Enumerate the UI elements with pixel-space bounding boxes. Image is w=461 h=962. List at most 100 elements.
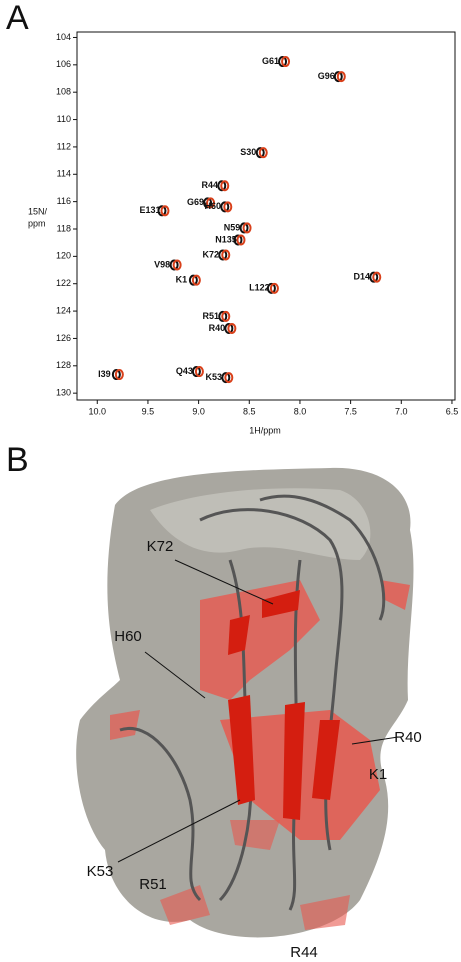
panel-label: A xyxy=(6,0,29,37)
x-tick-label: 9.5 xyxy=(142,406,155,416)
peak xyxy=(255,147,265,159)
residue-label: R51 xyxy=(139,876,167,893)
y-tick-label: 112 xyxy=(57,141,71,151)
residue-label: R44 xyxy=(290,944,318,961)
x-tick-label: 8.5 xyxy=(243,406,256,416)
peak xyxy=(242,222,252,234)
y-axis-label: ppm xyxy=(28,218,46,228)
peak-label: R40 xyxy=(209,323,226,333)
peak xyxy=(227,322,237,334)
residue-label: K1 xyxy=(369,766,387,783)
peak-label: S30 xyxy=(240,147,256,157)
peak xyxy=(369,271,379,283)
y-tick-label: 124 xyxy=(56,305,71,315)
peak-label: Q43 xyxy=(176,366,193,376)
x-tick-label: 8.0 xyxy=(294,406,307,416)
peak xyxy=(206,197,216,209)
peak xyxy=(172,259,182,271)
peak xyxy=(258,147,268,159)
peak-label: E131 xyxy=(139,205,160,215)
peak xyxy=(236,234,246,246)
peak xyxy=(220,201,230,213)
peak xyxy=(372,271,382,283)
peak-label: I39 xyxy=(98,369,111,379)
structure xyxy=(76,467,414,938)
peak xyxy=(336,71,346,83)
panel-label: B xyxy=(6,441,29,479)
surface-highlight xyxy=(150,488,371,560)
peak-label: N59 xyxy=(224,222,241,232)
peak-label: R51 xyxy=(203,311,220,321)
y-axis-label: 15N/ xyxy=(28,206,48,216)
peak-label: K53 xyxy=(206,372,223,382)
ribbon-highlight xyxy=(228,590,340,820)
y-tick-label: 110 xyxy=(57,114,71,124)
peak xyxy=(266,282,276,294)
y-tick-label: 118 xyxy=(57,223,71,233)
y-tick-label: 120 xyxy=(56,251,71,261)
peak xyxy=(111,369,121,381)
peak xyxy=(194,366,204,378)
y-tick-label: 106 xyxy=(56,59,71,69)
peak xyxy=(218,310,228,322)
peak xyxy=(191,366,201,378)
peak-label: H60 xyxy=(205,201,222,211)
y-tick-label: 128 xyxy=(56,360,71,370)
peak xyxy=(217,180,227,192)
x-tick-label: 6.5 xyxy=(446,406,459,416)
x-tick-label: 7.5 xyxy=(344,406,357,416)
peak-label: G61 xyxy=(262,56,279,66)
peak xyxy=(223,201,233,213)
y-tick-label: 130 xyxy=(56,388,71,398)
peak-label: G96 xyxy=(318,71,335,81)
x-tick-label: 7.0 xyxy=(395,406,408,416)
peak xyxy=(203,197,213,209)
peak-label: L122 xyxy=(249,283,270,293)
y-tick-label: 122 xyxy=(56,278,71,288)
peak-label: N135 xyxy=(215,234,237,244)
y-tick-label: 114 xyxy=(57,169,71,179)
y-tick-label: 116 xyxy=(57,196,71,206)
peak xyxy=(333,71,343,83)
leader-lines xyxy=(117,559,399,863)
peak xyxy=(224,372,234,384)
x-axis-label: 1H/ppm xyxy=(249,425,281,435)
peak xyxy=(220,180,230,192)
peak xyxy=(191,274,201,286)
peak xyxy=(278,56,288,68)
peak xyxy=(221,310,231,322)
peak xyxy=(269,282,279,294)
peak xyxy=(281,56,291,68)
contact-patch xyxy=(380,580,410,610)
peak-label: K1 xyxy=(176,275,188,285)
x-tick-label: 10.0 xyxy=(89,406,107,416)
x-tick-label: 9.0 xyxy=(192,406,205,416)
peak xyxy=(188,274,198,286)
peak-label: G69 xyxy=(187,197,204,207)
peak xyxy=(169,259,179,271)
peak xyxy=(160,205,170,217)
residue-label: R40 xyxy=(394,729,422,746)
contact-patch xyxy=(110,710,140,740)
contact-patch xyxy=(230,820,280,850)
plot-frame xyxy=(76,31,456,401)
peak xyxy=(218,249,228,261)
y-tick-label: 126 xyxy=(56,333,71,343)
peak-label: K72 xyxy=(203,249,220,259)
peak xyxy=(233,234,243,246)
peak xyxy=(157,205,167,217)
residue-label: H60 xyxy=(114,628,142,645)
y-tick-label: 104 xyxy=(56,32,71,42)
peak-label: D14 xyxy=(354,272,371,282)
peak-label: V98 xyxy=(154,259,170,269)
residue-label: K72 xyxy=(147,538,174,555)
peak xyxy=(221,372,231,384)
y-tick-label: 108 xyxy=(56,87,71,97)
peak xyxy=(114,369,124,381)
peak xyxy=(224,322,234,334)
peak xyxy=(221,249,231,261)
contact-patch xyxy=(300,895,350,930)
peak xyxy=(239,222,249,234)
residue-label: K53 xyxy=(87,863,114,880)
